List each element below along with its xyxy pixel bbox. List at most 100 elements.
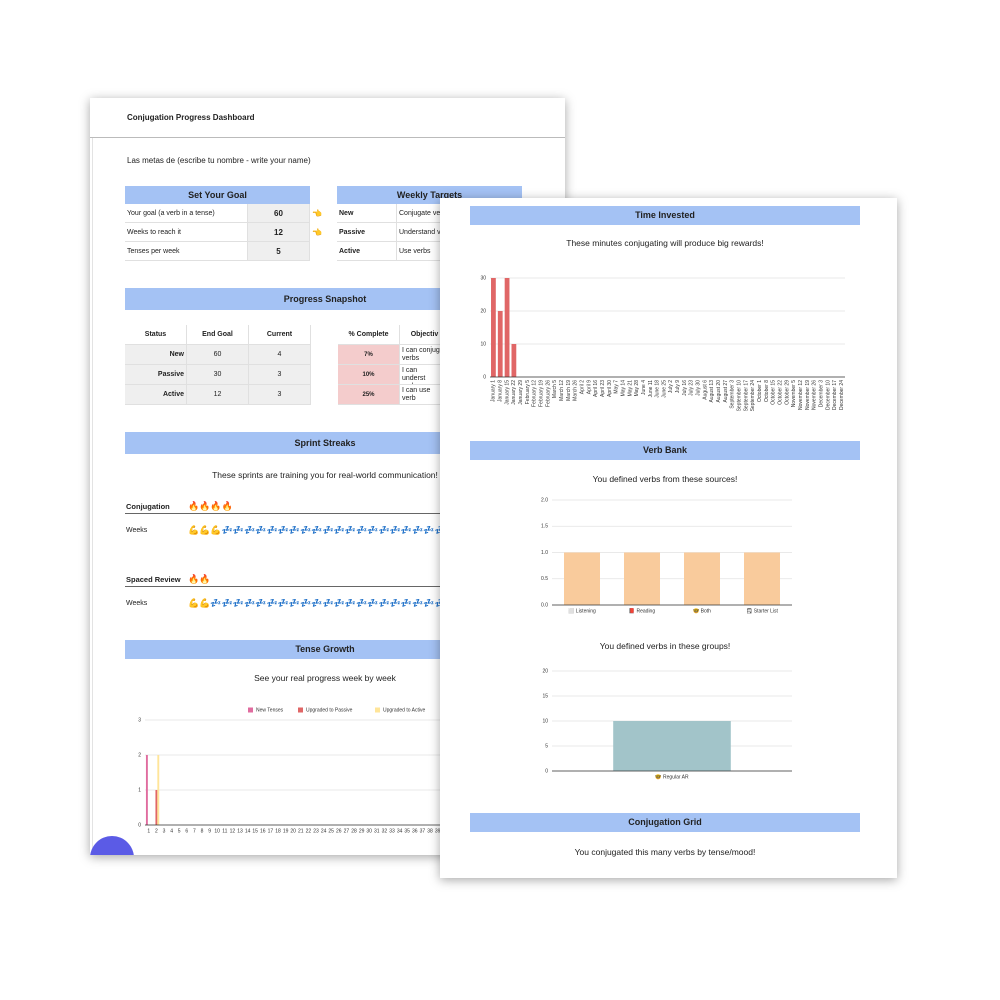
x-tick-label: 39 — [435, 828, 441, 834]
x-tick-label: 17 — [268, 828, 274, 834]
x-tick-label: May 14 — [620, 380, 626, 397]
goal-pointer: 👈 — [312, 228, 322, 237]
x-tick-label: 3 — [163, 828, 166, 834]
x-tick-label: 25 — [328, 828, 334, 834]
y-tick-label: 3 — [138, 717, 141, 723]
x-tick-label: 5 — [178, 828, 181, 834]
x-tick-label: June 18 — [655, 380, 661, 398]
x-tick-label: 26 — [336, 828, 342, 834]
x-tick-label: 29 — [359, 828, 365, 834]
x-tick-label: 7 — [193, 828, 196, 834]
legend-swatch — [298, 707, 303, 713]
goal-label: Your goal (a verb in a tense) — [125, 204, 248, 223]
x-tick-label: March 19 — [566, 380, 572, 401]
sprint-name: Spaced Review — [126, 575, 181, 584]
sheet-subtitle: Las metas de (escribe tu nombre - write … — [127, 156, 311, 165]
legend-label: Upgraded to Passive — [306, 707, 353, 713]
snapshot-cell: Active — [125, 385, 187, 405]
x-tick-label: February 19 — [539, 380, 545, 407]
x-tick-label: November 12 — [798, 380, 804, 410]
bar — [744, 552, 780, 605]
snapshot-cell: 3 — [249, 385, 311, 405]
sources-subtitle: You defined verbs from these sources! — [592, 474, 738, 484]
y-tick-label: 1.5 — [541, 524, 548, 530]
x-tick-label: May 7 — [614, 380, 620, 394]
sheet-top-bar — [90, 98, 565, 138]
x-tick-label: June 25 — [661, 380, 667, 398]
sprint-weeks: 💪💪💤💤💤💤💤💤💤💤💤💤💤💤💤💤💤💤💤💤💤💤💤💤💤 — [188, 598, 469, 608]
section-header: Sprint Streaks — [125, 432, 525, 454]
x-tick-label: April 30 — [607, 380, 613, 397]
y-tick-label: 20 — [542, 668, 548, 674]
x-tick-label: July 2 — [668, 380, 674, 393]
x-tick-label: 30 — [366, 828, 372, 834]
x-tick-label: 22 — [306, 828, 312, 834]
x-tick-label: 4 — [170, 828, 173, 834]
sources-chart: 0.0 0.5 1.0 1.5 2.0 ⬜ Listening 📕 Reading 🤓 Bot… — [541, 497, 792, 614]
snapshot-cell: 4 — [249, 345, 311, 365]
x-tick-label: April 9 — [586, 380, 592, 394]
groups-chart: 0 5 10 15 20 🤓 Regular AR — [542, 668, 792, 780]
complete-column: % Complete — [338, 325, 400, 345]
section-header: Tense Growth — [125, 640, 525, 659]
goal-value: 12 — [248, 223, 310, 242]
section-header: Set Your Goal — [125, 186, 310, 204]
x-tick-label: 21 — [298, 828, 304, 834]
x-tick-label: December 24 — [839, 380, 845, 410]
x-tick-label: 14 — [245, 828, 251, 834]
x-tick-label: 8 — [201, 828, 204, 834]
y-tick-label: 10 — [480, 341, 486, 347]
bar — [624, 552, 660, 605]
x-tick-label: 19 — [283, 828, 289, 834]
x-tick-label: ⬜ Listening — [568, 607, 596, 614]
y-tick-label: 0.0 — [541, 602, 548, 608]
snapshot-cell: New — [125, 345, 187, 365]
sprint-label: Weeks — [126, 527, 148, 534]
x-tick-label: 20 — [290, 828, 296, 834]
bar — [145, 755, 148, 825]
complete-cell: 25% — [338, 385, 400, 405]
bar — [491, 278, 496, 377]
x-tick-label: November 26 — [812, 380, 818, 410]
y-tick-label: 0 — [545, 768, 548, 774]
x-tick-label: June 11 — [648, 380, 654, 398]
x-tick-label: 38 — [427, 828, 433, 834]
sheet-edge — [92, 138, 93, 855]
complete-cell: 10% — [338, 365, 400, 385]
fab-button[interactable] — [90, 836, 134, 855]
y-tick-label: 15 — [542, 693, 548, 699]
y-tick-label: 0 — [138, 822, 141, 828]
x-tick-label: 2 — [155, 828, 158, 834]
x-tick-label: February 26 — [545, 380, 551, 407]
y-tick-label: 0.5 — [541, 576, 548, 582]
y-tick-label: 2.0 — [541, 497, 548, 503]
complete-cell: I can underst verbs — [400, 365, 444, 385]
x-tick-label: February 12 — [532, 380, 538, 407]
x-tick-label: September 3 — [730, 380, 736, 409]
x-tick-label: December 3 — [818, 380, 824, 407]
y-tick-label: 1 — [138, 787, 141, 793]
x-tick-label: April 2 — [579, 380, 585, 394]
x-tick-label: 28 — [351, 828, 357, 834]
x-tick-label: December 17 — [832, 380, 838, 410]
x-tick-label: 🤓 Both — [693, 607, 711, 614]
x-tick-label: September 24 — [750, 380, 756, 412]
x-tick-label: December 10 — [825, 380, 831, 410]
x-tick-label: 1 — [147, 828, 150, 834]
goal-pointer: 👈 — [312, 209, 322, 218]
legend-label: New Tenses — [256, 707, 284, 713]
complete-cell: I can use verb — [400, 385, 444, 405]
bar — [504, 278, 510, 377]
x-tick-label: 31 — [374, 828, 380, 834]
x-tick-label: July 23 — [689, 380, 695, 396]
y-tick-label: 20 — [480, 308, 486, 314]
bar — [684, 552, 720, 605]
snapshot-column: Current — [249, 325, 311, 345]
x-tick-label: 18 — [275, 828, 281, 834]
x-tick-label: 36 — [412, 828, 418, 834]
x-tick-label: July 16 — [682, 380, 688, 396]
x-tick-label: March 12 — [559, 380, 565, 401]
